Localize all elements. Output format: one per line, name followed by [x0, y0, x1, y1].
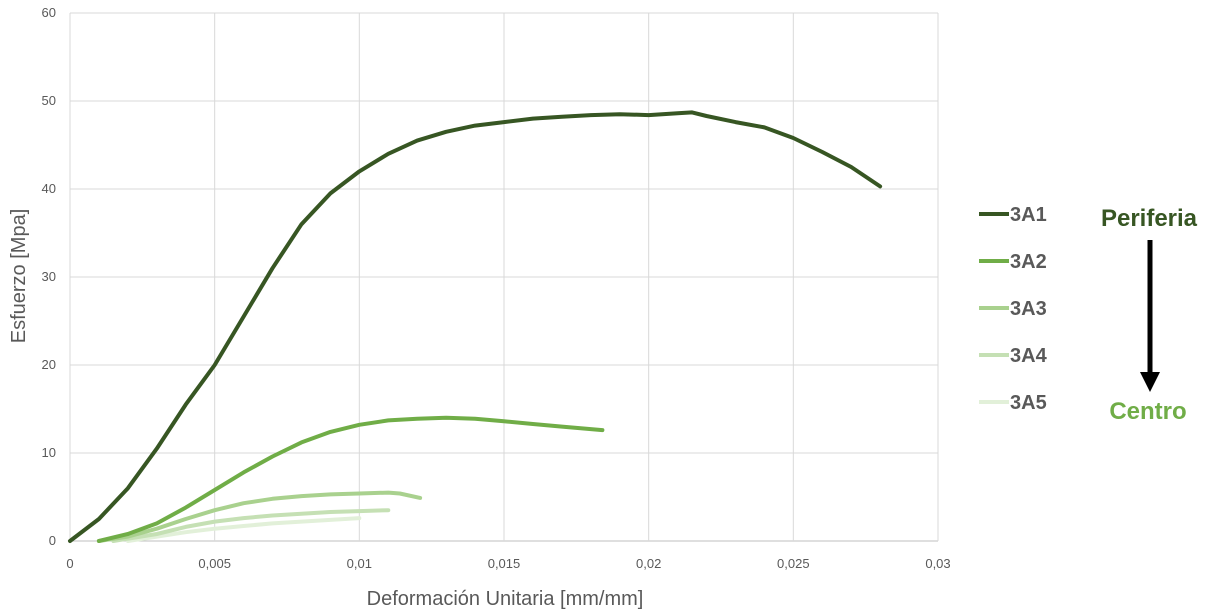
- legend-label-3a3: 3A3: [1010, 298, 1047, 320]
- grid-lines: [69, 12, 939, 542]
- y-tick-label: 40: [42, 181, 56, 196]
- legend-label-3a5: 3A5: [1010, 392, 1047, 414]
- x-tick-label: 0,02: [636, 556, 661, 571]
- series-line-3a5: [125, 516, 362, 543]
- x-axis-title: Deformación Unitaria [mm/mm]: [367, 588, 644, 610]
- direction-annotation: Periferia Centro: [1101, 205, 1198, 425]
- x-tick-label: 0,015: [488, 556, 521, 571]
- legend-label-3a4: 3A4: [1010, 345, 1048, 367]
- y-tick-label: 50: [42, 93, 56, 108]
- periferia-label: Periferia: [1101, 205, 1198, 232]
- y-tick-label: 30: [42, 269, 56, 284]
- series-lines: [68, 110, 883, 543]
- legend-label-3a2: 3A2: [1010, 251, 1047, 273]
- x-tick-label: 0,03: [925, 556, 950, 571]
- x-tick-label: 0,025: [777, 556, 810, 571]
- y-tick-label: 60: [42, 5, 56, 20]
- y-tick-label: 10: [42, 445, 56, 460]
- series-line-3a3: [96, 490, 423, 543]
- x-tick-label: 0,01: [347, 556, 372, 571]
- y-tick-label: 20: [42, 357, 56, 372]
- direction-arrow-head: [1140, 372, 1160, 392]
- series-line-3a1: [68, 110, 883, 543]
- x-tick-labels: 0 0,005 0,01 0,015 0,02 0,025 0,03: [66, 556, 950, 571]
- legend: 3A1 3A2 3A3 3A4 3A5: [979, 204, 1048, 414]
- y-axis-title: Esfuerzo [Mpa]: [8, 209, 30, 344]
- x-tick-label: 0,005: [198, 556, 231, 571]
- y-tick-labels: 0 10 20 30 40 50 60: [42, 5, 56, 548]
- centro-label: Centro: [1109, 398, 1186, 425]
- legend-label-3a1: 3A1: [1010, 204, 1047, 226]
- series-line-3a4: [111, 508, 391, 543]
- series-line-3a2: [96, 415, 605, 543]
- x-tick-label: 0: [66, 556, 73, 571]
- y-tick-label: 0: [49, 533, 56, 548]
